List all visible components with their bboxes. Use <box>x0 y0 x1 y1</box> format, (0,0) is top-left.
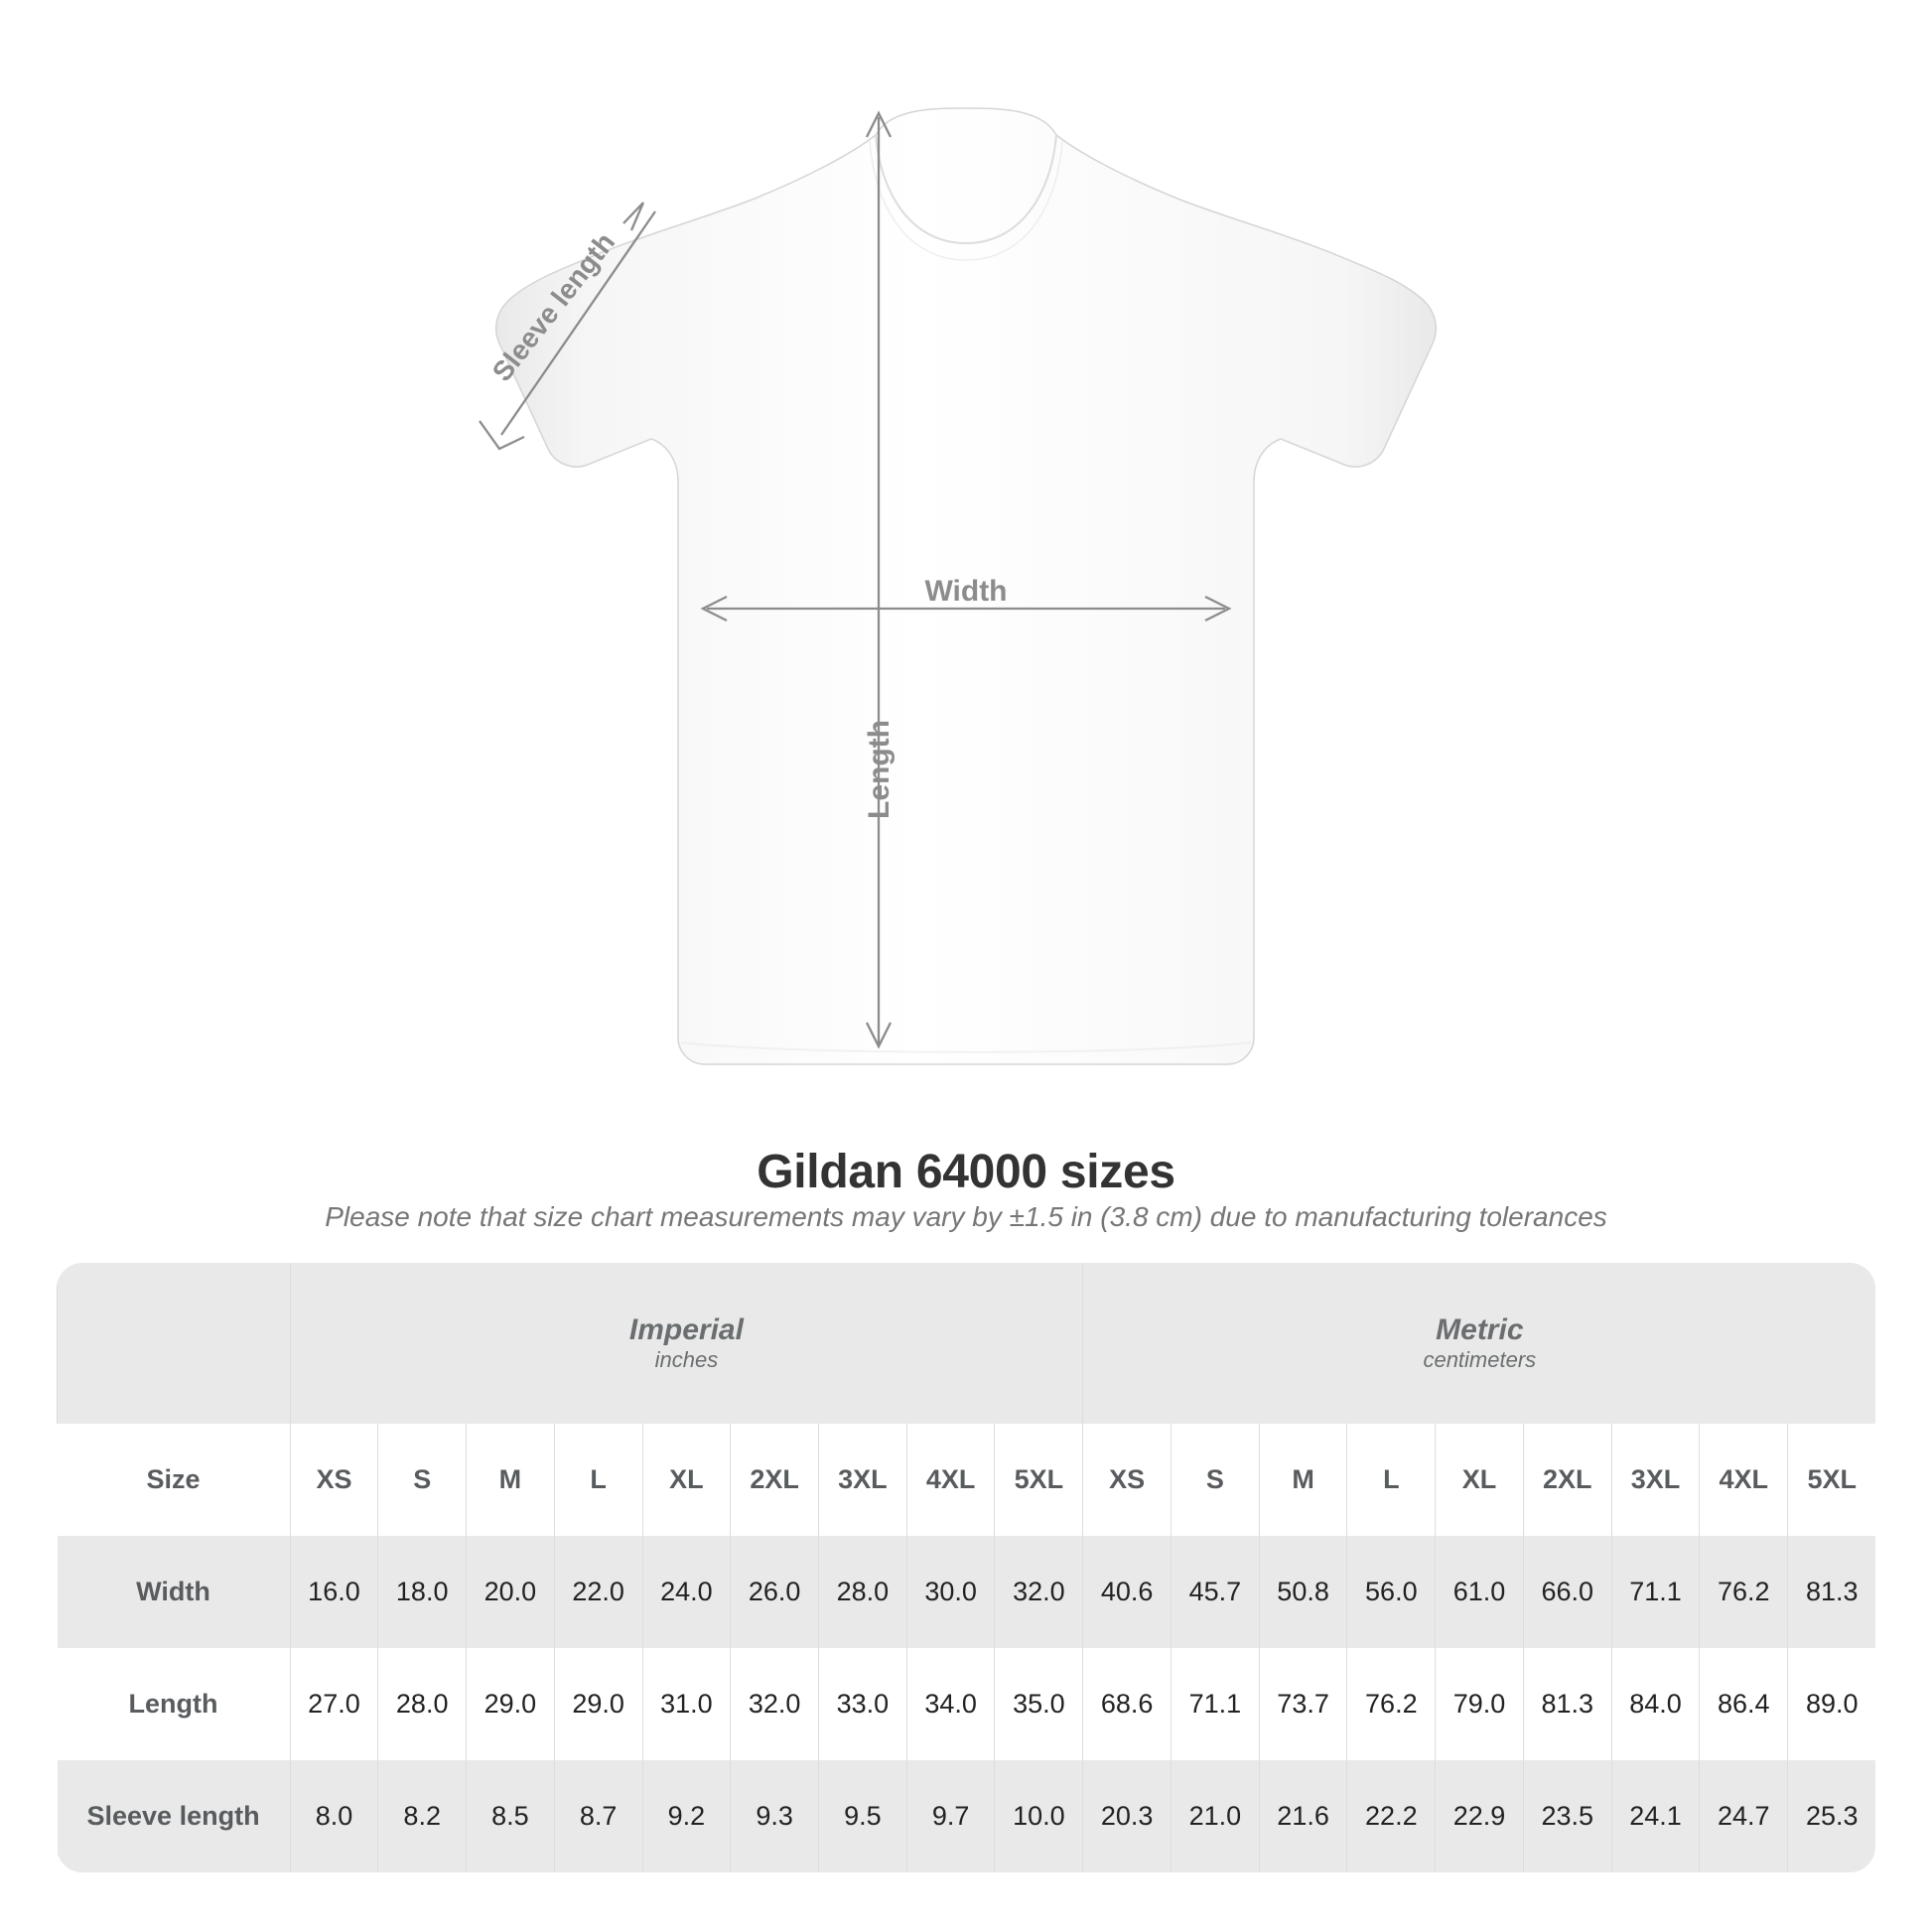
svg-text:Width: Width <box>924 575 1007 608</box>
svg-text:Length: Length <box>863 720 896 819</box>
